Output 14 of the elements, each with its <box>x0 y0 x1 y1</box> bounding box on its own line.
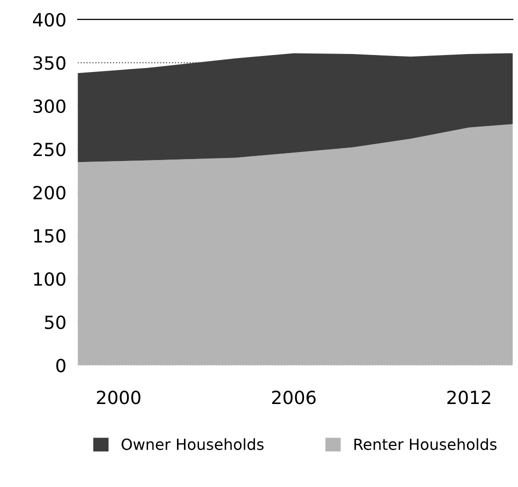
y-tick-label: 400 <box>33 12 66 27</box>
y-tick-label: 350 <box>34 56 66 70</box>
x-tick-label: 2000 <box>96 390 140 404</box>
y-tick-label: 100 <box>34 272 66 286</box>
x-tick-label: 2006 <box>272 390 316 404</box>
y-tick-label: 0 <box>56 358 66 372</box>
y-tick-label: 250 <box>33 142 66 156</box>
x-tick-label: 2012 <box>447 390 490 404</box>
y-tick-label: 300 <box>34 99 66 114</box>
legend-label: Renter Households <box>354 438 497 450</box>
y-tick-label: 150 <box>34 229 66 243</box>
y-tick-label: 50 <box>45 315 66 330</box>
legend-label: Owner Households <box>122 438 264 450</box>
y-tick-label: 200 <box>33 186 66 200</box>
